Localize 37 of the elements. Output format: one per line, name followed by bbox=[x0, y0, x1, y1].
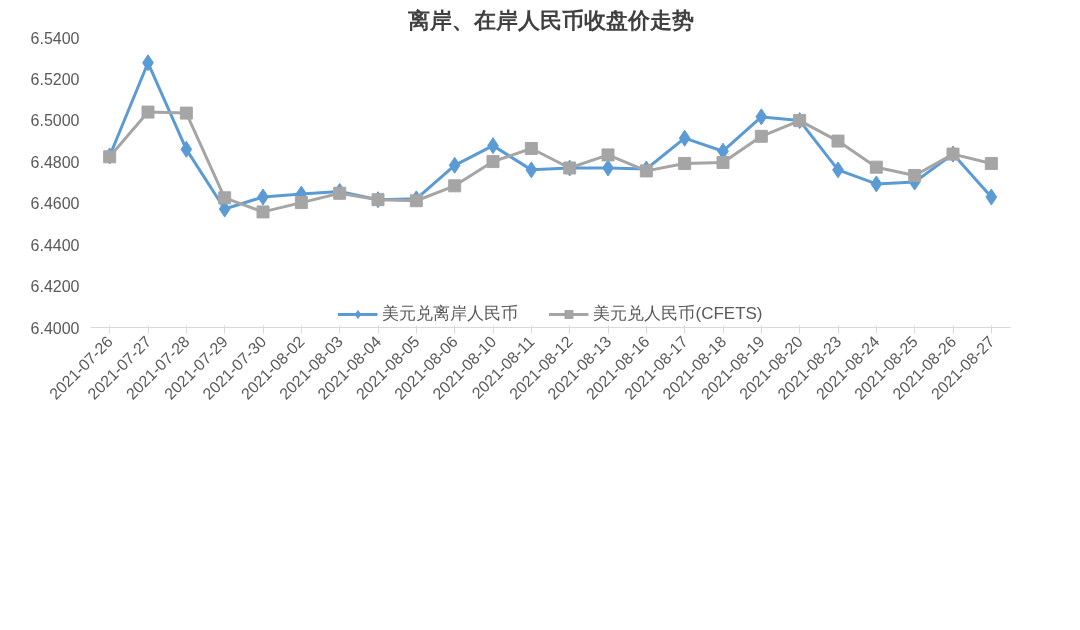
point bbox=[333, 186, 347, 200]
point bbox=[525, 161, 538, 179]
point bbox=[218, 191, 232, 205]
point bbox=[486, 155, 500, 169]
point bbox=[639, 164, 653, 178]
point bbox=[831, 134, 845, 148]
point bbox=[448, 156, 461, 174]
point bbox=[754, 129, 768, 143]
y-tick-label: 6.5200 bbox=[30, 70, 80, 88]
y-tick-label: 6.4000 bbox=[30, 319, 80, 337]
y-tick-label: 6.5400 bbox=[30, 29, 80, 47]
legend-label: 美元兑人民币(CFETS) bbox=[593, 303, 763, 325]
chart-title: 离岸、在岸人民币收盘价走势 bbox=[406, 7, 694, 33]
point bbox=[755, 108, 768, 126]
point bbox=[180, 140, 193, 158]
point bbox=[256, 205, 270, 219]
point bbox=[678, 156, 692, 170]
point bbox=[601, 148, 615, 162]
y-tick-label: 6.5000 bbox=[30, 112, 80, 130]
y-tick-label: 6.4600 bbox=[30, 195, 80, 213]
point bbox=[524, 142, 538, 156]
point bbox=[678, 129, 691, 147]
point bbox=[179, 106, 193, 120]
point bbox=[716, 155, 730, 169]
y-tick-label: 6.4200 bbox=[30, 278, 80, 296]
point bbox=[984, 156, 998, 170]
point bbox=[141, 105, 155, 119]
point bbox=[985, 188, 998, 206]
point bbox=[908, 168, 922, 182]
y-tick-label: 6.4800 bbox=[30, 153, 80, 171]
point bbox=[869, 160, 883, 174]
point bbox=[409, 194, 423, 208]
point bbox=[294, 196, 308, 210]
y-tick-label: 6.4400 bbox=[30, 236, 80, 254]
point bbox=[870, 175, 883, 193]
legend-label: 美元兑离岸人民币 bbox=[382, 303, 519, 325]
point bbox=[448, 179, 462, 193]
